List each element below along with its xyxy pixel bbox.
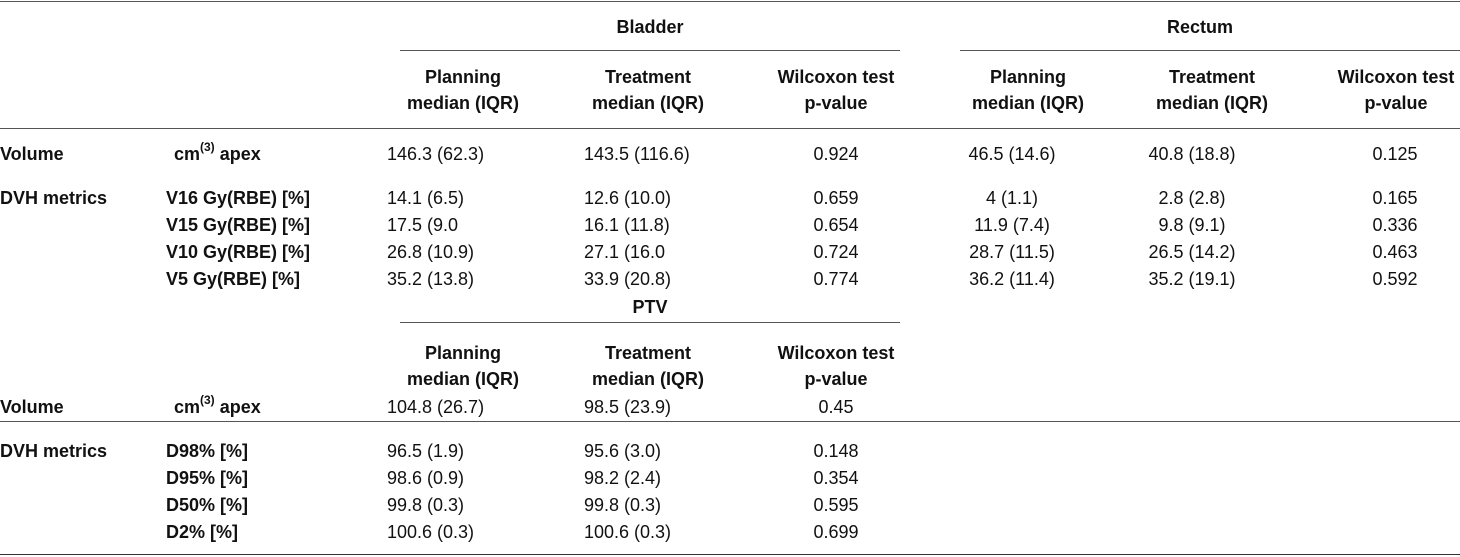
s2-dvh-label: DVH metrics bbox=[0, 441, 108, 461]
cell: 99.8 (0.3) bbox=[584, 495, 662, 515]
cell: 11.9 (7.4) bbox=[974, 215, 1050, 235]
cell: 0.724 bbox=[813, 242, 859, 262]
cell: 12.6 (10.0) bbox=[584, 188, 672, 208]
s1-volume-label: Volume bbox=[0, 144, 64, 164]
cell: 98.5 (23.9) bbox=[584, 397, 672, 417]
rectum-group-rule bbox=[960, 50, 1460, 51]
cell: 2.8 (2.8) bbox=[1158, 188, 1226, 208]
cell: 33.9 (20.8) bbox=[584, 269, 672, 289]
cell: 96.5 (1.9) bbox=[387, 441, 465, 461]
s1-volume-unit: cm(3) apex bbox=[174, 140, 261, 164]
cell: 0.924 bbox=[813, 144, 859, 164]
cell: 16.1 (11.8) bbox=[584, 215, 670, 235]
cell: 35.2 (13.8) bbox=[387, 269, 475, 289]
cell: 0.592 bbox=[1372, 269, 1418, 289]
metric-label: V15 Gy(RBE) [%] bbox=[166, 215, 311, 235]
cell: 35.2 (19.1) bbox=[1148, 269, 1236, 289]
cell: 100.6 (0.3) bbox=[584, 522, 672, 542]
metric-label: D98% [%] bbox=[166, 441, 249, 461]
col-bladder-wilcoxon: Wilcoxon test p-value bbox=[777, 67, 895, 113]
cell: 99.8 (0.3) bbox=[387, 495, 465, 515]
cell: 0.45 bbox=[818, 397, 854, 417]
cell: 17.5 (9.0 bbox=[387, 215, 459, 235]
cell: 0.659 bbox=[813, 188, 859, 208]
cell: 0.336 bbox=[1372, 215, 1418, 235]
ptv-group-rule bbox=[400, 322, 900, 323]
cell: 40.8 (18.8) bbox=[1148, 144, 1236, 164]
cell: 0.774 bbox=[813, 269, 859, 289]
cell: 26.5 (14.2) bbox=[1148, 242, 1236, 262]
cell: 104.8 (26.7) bbox=[387, 397, 485, 417]
cell: 143.5 (116.6) bbox=[584, 144, 690, 164]
cell: 95.6 (3.0) bbox=[584, 441, 662, 461]
bottom-rule bbox=[0, 554, 1460, 555]
group-ptv: PTV bbox=[632, 297, 668, 317]
col-ptv-treatment: Treatment median (IQR) bbox=[591, 343, 705, 389]
cell: 36.2 (11.4) bbox=[969, 269, 1055, 289]
metric-label: V10 Gy(RBE) [%] bbox=[166, 242, 311, 262]
cell: 0.699 bbox=[813, 522, 859, 542]
cell: 46.5 (14.6) bbox=[968, 144, 1056, 164]
cell: 28.7 (11.5) bbox=[969, 242, 1055, 262]
header-bottom-rule bbox=[0, 128, 1460, 129]
cell: 0.165 bbox=[1372, 188, 1418, 208]
cell: 0.654 bbox=[813, 215, 859, 235]
col-rectum-planning: Planning median (IQR) bbox=[971, 67, 1085, 113]
cell: 0.463 bbox=[1372, 242, 1418, 262]
cell: 146.3 (62.3) bbox=[387, 144, 485, 164]
group-bladder: Bladder bbox=[616, 17, 684, 37]
cell: 9.8 (9.1) bbox=[1158, 215, 1226, 235]
group-rectum: Rectum bbox=[1166, 17, 1234, 37]
s1-dvh-label: DVH metrics bbox=[0, 188, 108, 208]
col-ptv-wilcoxon: Wilcoxon test p-value bbox=[777, 343, 895, 389]
top-rule bbox=[0, 1, 1460, 2]
cell: 26.8 (10.9) bbox=[387, 242, 475, 262]
col-bladder-treatment: Treatment median (IQR) bbox=[591, 67, 705, 113]
metric-label: D2% [%] bbox=[166, 522, 239, 542]
cell: 0.595 bbox=[813, 495, 859, 515]
cell: 98.2 (2.4) bbox=[584, 468, 662, 488]
s2-volume-label: Volume bbox=[0, 397, 64, 417]
cell: 4 (1.1) bbox=[985, 188, 1039, 208]
bladder-group-rule bbox=[400, 50, 900, 51]
metric-label: V16 Gy(RBE) [%] bbox=[166, 188, 311, 208]
col-rectum-treatment: Treatment median (IQR) bbox=[1155, 67, 1269, 113]
col-ptv-planning: Planning median (IQR) bbox=[406, 343, 520, 389]
metric-label: D95% [%] bbox=[166, 468, 249, 488]
cell: 0.125 bbox=[1372, 144, 1418, 164]
col-bladder-planning: Planning median (IQR) bbox=[406, 67, 520, 113]
cell: 100.6 (0.3) bbox=[387, 522, 475, 542]
section2-volume-rule bbox=[0, 421, 1460, 422]
cell: 27.1 (16.0 bbox=[584, 242, 666, 262]
cell: 14.1 (6.5) bbox=[387, 188, 465, 208]
cell: 98.6 (0.9) bbox=[387, 468, 465, 488]
cell: 0.148 bbox=[813, 441, 859, 461]
s2-volume-unit: cm(3) apex bbox=[174, 393, 261, 417]
metric-label: D50% [%] bbox=[166, 495, 249, 515]
cell: 0.354 bbox=[813, 468, 859, 488]
metric-label: V5 Gy(RBE) [%] bbox=[166, 269, 301, 289]
col-rectum-wilcoxon: Wilcoxon test p-value bbox=[1337, 67, 1455, 113]
